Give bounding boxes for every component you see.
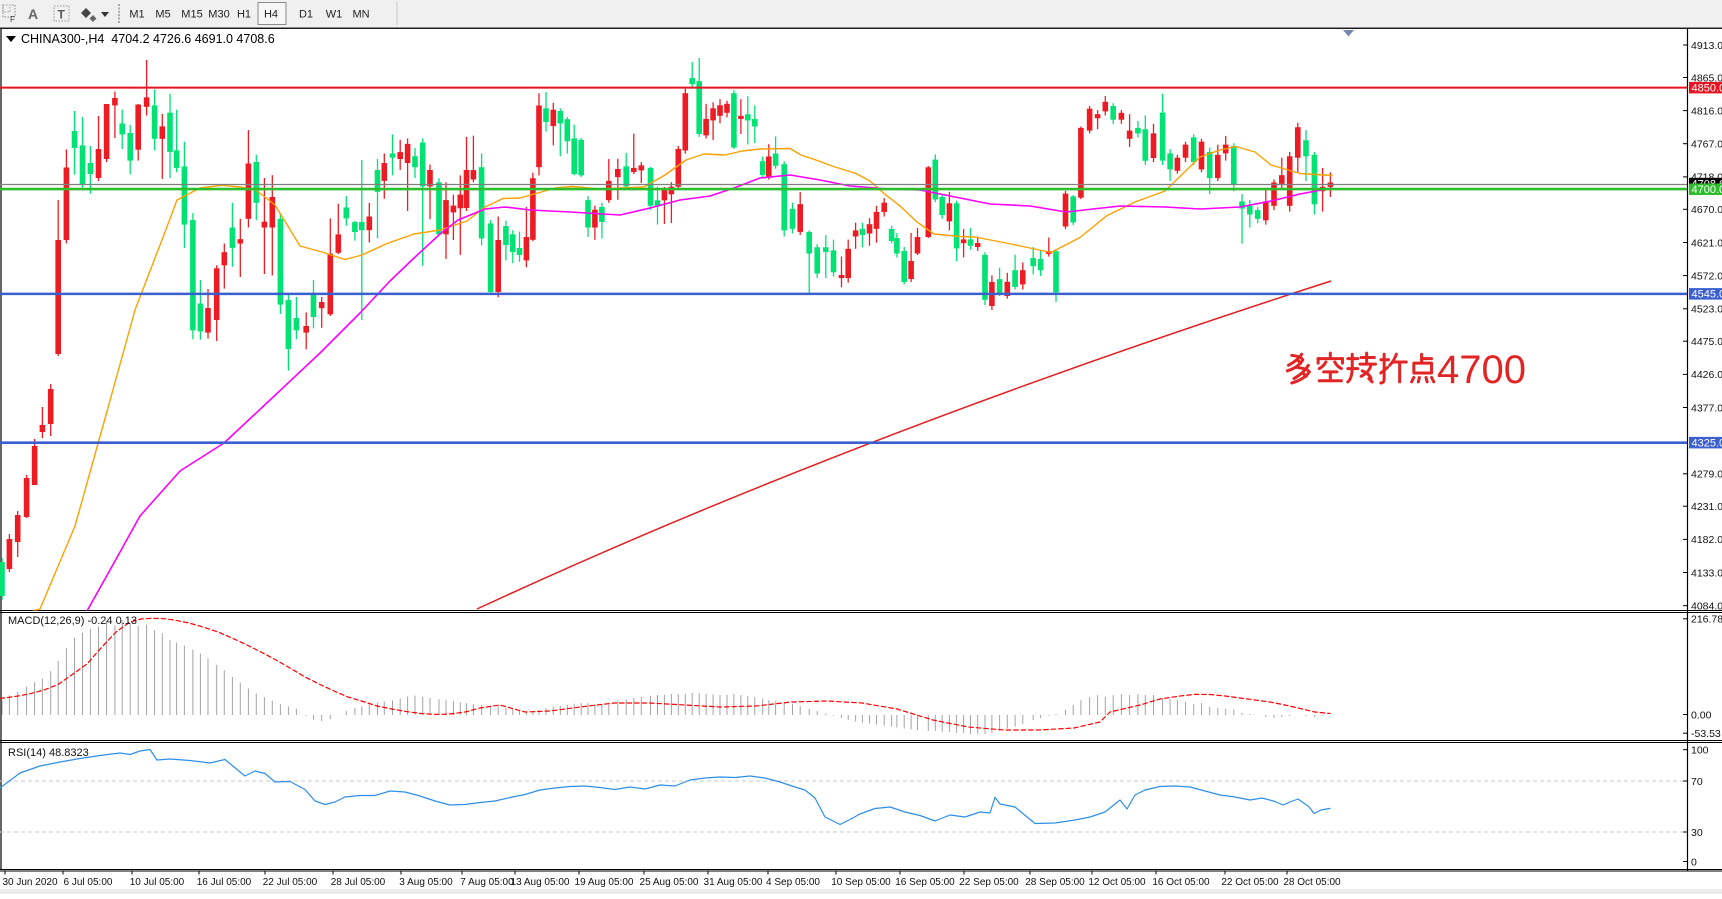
svg-text:F: F [10,15,15,24]
svg-text:28 Sep 05:00: 28 Sep 05:00 [1025,877,1085,888]
svg-text:M30: M30 [208,9,229,21]
svg-text:H4: H4 [264,9,278,21]
svg-text:4700: 4700 [1437,348,1526,392]
svg-text:4426.0: 4426.0 [1691,369,1722,381]
svg-text:4621.0: 4621.0 [1691,237,1722,249]
svg-text:4182.0: 4182.0 [1691,534,1722,546]
svg-text:CHINA300-,H4 4704.2 4726.6 46: CHINA300-,H4 4704.2 4726.6 4691.0 4708.6 [21,32,275,46]
svg-text:H1: H1 [237,9,251,21]
svg-text:30 Jun 2020: 30 Jun 2020 [2,877,57,888]
svg-text:4133.0: 4133.0 [1691,567,1722,579]
svg-text:25 Aug 05:00: 25 Aug 05:00 [640,877,699,888]
svg-text:D1: D1 [299,9,313,21]
svg-text:T: T [58,8,66,22]
svg-text:M5: M5 [155,9,170,21]
svg-text:10 Sep 05:00: 10 Sep 05:00 [831,877,891,888]
svg-text:A: A [28,6,38,22]
svg-text:6 Jul 05:00: 6 Jul 05:00 [64,877,113,888]
svg-text:4572.0: 4572.0 [1691,270,1722,282]
svg-text:16 Sep 05:00: 16 Sep 05:00 [895,877,955,888]
svg-text:216.78: 216.78 [1691,614,1722,626]
svg-text:4325.0: 4325.0 [1692,438,1722,450]
svg-text:22 Oct 05:00: 22 Oct 05:00 [1221,877,1279,888]
svg-text:12 Oct 05:00: 12 Oct 05:00 [1088,877,1146,888]
svg-text:28 Oct 05:00: 28 Oct 05:00 [1283,877,1341,888]
svg-text:M1: M1 [129,9,144,21]
svg-text:4850.0: 4850.0 [1692,82,1722,94]
svg-text:4670.0: 4670.0 [1691,204,1722,216]
svg-text:13 Aug 05:00: 13 Aug 05:00 [511,877,570,888]
svg-text:4084.0: 4084.0 [1691,601,1722,613]
svg-text:4475.0: 4475.0 [1691,336,1722,348]
svg-text:M15: M15 [181,9,202,21]
svg-text:RSI(14) 48.8323: RSI(14) 48.8323 [8,747,89,759]
svg-text:7 Aug 05:00: 7 Aug 05:00 [460,877,514,888]
svg-text:4545.0: 4545.0 [1692,289,1722,301]
svg-text:0: 0 [1691,856,1697,868]
svg-text:30: 30 [1691,827,1703,839]
svg-text:-53.53: -53.53 [1691,728,1721,740]
svg-text:100: 100 [1691,745,1709,757]
svg-text:16 Jul 05:00: 16 Jul 05:00 [197,877,252,888]
svg-text:4816.0: 4816.0 [1691,105,1722,117]
svg-text:22 Sep 05:00: 22 Sep 05:00 [959,877,1019,888]
svg-text:4279.0: 4279.0 [1691,469,1722,481]
svg-text:4 Sep 05:00: 4 Sep 05:00 [766,877,820,888]
svg-text:70: 70 [1691,776,1703,788]
svg-text:19 Aug 05:00: 19 Aug 05:00 [575,877,634,888]
svg-text:4231.0: 4231.0 [1691,501,1722,513]
svg-text:4913.0: 4913.0 [1691,40,1722,52]
svg-text:4523.0: 4523.0 [1691,304,1722,316]
svg-text:4377.0: 4377.0 [1691,402,1722,414]
svg-text:0.00: 0.00 [1691,709,1712,721]
svg-text:3 Aug 05:00: 3 Aug 05:00 [399,877,453,888]
svg-text:10 Jul 05:00: 10 Jul 05:00 [130,877,185,888]
svg-text:MN: MN [352,9,369,21]
svg-text:W1: W1 [326,9,343,21]
svg-text:4700.0: 4700.0 [1692,184,1722,196]
svg-text:4767.0: 4767.0 [1691,139,1722,151]
svg-text:28 Jul 05:00: 28 Jul 05:00 [331,877,386,888]
svg-text:22 Jul 05:00: 22 Jul 05:00 [263,877,318,888]
svg-text:MACD(12,26,9) -0.24 0.13: MACD(12,26,9) -0.24 0.13 [8,615,137,627]
svg-text:16 Oct 05:00: 16 Oct 05:00 [1152,877,1210,888]
svg-text:31 Aug 05:00: 31 Aug 05:00 [704,877,763,888]
